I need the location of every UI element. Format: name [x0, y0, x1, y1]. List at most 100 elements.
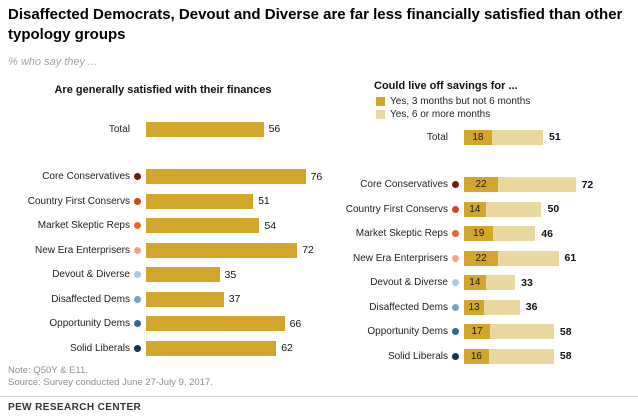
category-label: Solid Liberals: [69, 342, 130, 354]
bar-segment-3-6-months: 22: [464, 250, 499, 266]
note-text: Note: Q50Y & E11.: [8, 365, 88, 376]
total-value-label: 33: [521, 276, 533, 289]
value-label: 56: [268, 123, 281, 136]
value-label: 35: [224, 268, 237, 281]
category-label: Market Skeptic Reps: [37, 220, 130, 232]
bar-segment-6-plus-months: [498, 177, 576, 193]
satisfied-bar: [146, 316, 285, 332]
legend-item-6-plus-months: Yes, 6 or more months: [376, 108, 634, 121]
legend-label: Yes, 6 or more months: [390, 109, 491, 120]
right-chart-row: Opportunity Dems 17 58: [334, 320, 634, 345]
satisfied-bar: [146, 121, 264, 137]
right-chart-row: Disaffected Dems 13 36: [334, 295, 634, 320]
bar-segment-6-plus-months: [493, 226, 536, 242]
right-chart-header: Could live off savings for ...: [374, 80, 518, 92]
right-chart-row: Total 18 51: [334, 125, 634, 150]
bar-segment-6-plus-months: [485, 201, 542, 217]
category-label: Country First Conservs: [27, 195, 130, 207]
right-chart-row: Market Skeptic Reps 19 46: [334, 222, 634, 247]
bar-area: 66: [146, 316, 301, 332]
category-dot: [134, 271, 141, 279]
bar-segment-6-plus-months: [488, 348, 554, 364]
category-dot: [452, 230, 459, 238]
stacked-bar: 22 72: [464, 177, 593, 193]
legend: Yes, 3 months but not 6 months Yes, 6 or…: [334, 95, 634, 121]
category-label: Opportunity Dems: [49, 318, 130, 330]
total-value-label: 50: [547, 203, 560, 216]
category-dot: [134, 173, 141, 181]
bar-segment-6-plus-months: [490, 324, 554, 340]
satisfied-bar: [146, 291, 224, 307]
satisfied-bar: [146, 218, 260, 234]
footer-brand: PEW RESEARCH CENTER: [8, 402, 142, 413]
bar-segment-3-6-months: 18: [464, 129, 492, 145]
right-chart-row: Solid Liberals 16 58: [334, 344, 634, 369]
category-label: Core Conservatives: [42, 171, 130, 183]
bar-segment-6-plus-months: [491, 129, 544, 145]
satisfied-bar: [146, 340, 277, 356]
bar-area: 56: [146, 121, 281, 137]
bar-area: 51: [146, 193, 270, 209]
left-chart-row: Opportunity Dems 66: [8, 312, 334, 337]
source-text: Source: Survey conducted June 27-July 9,…: [8, 377, 213, 388]
bar-segment-3-6-months: 19: [464, 226, 494, 242]
legend-swatch-light-tan: [376, 110, 385, 119]
bar-area: 72: [146, 242, 314, 258]
left-chart-row: Disaffected Dems 37: [8, 287, 334, 312]
category-label: Solid Liberals: [387, 350, 448, 362]
right-chart-rows: Total 18 51 Core Conservatives 22 72 Cou…: [334, 125, 634, 369]
bar-area: 35: [146, 267, 237, 283]
bar-area: 54: [146, 218, 277, 234]
category-dot: [134, 320, 141, 328]
category-label: Total: [426, 131, 448, 143]
right-chart-row: Core Conservatives 22 72: [334, 173, 634, 198]
category-label: Total: [108, 123, 130, 135]
stacked-bar: 16 58: [464, 348, 572, 364]
value-label: 37: [228, 293, 241, 306]
category-label: Devout & Diverse: [52, 269, 130, 281]
right-chart-row: Country First Conservs 14 50: [334, 197, 634, 222]
category-dot: [452, 181, 459, 189]
category-label: Country First Conservs: [345, 203, 448, 215]
left-chart-rows: Total 56 Core Conservatives 76 Country F…: [8, 117, 334, 361]
left-chart-row: New Era Enterprisers 72: [8, 238, 334, 263]
total-value-label: 46: [541, 227, 553, 240]
bar-segment-3-6-months: 14: [464, 201, 486, 217]
bar-segment-6-plus-months: [498, 250, 559, 266]
left-chart-row: Core Conservatives 76: [8, 165, 334, 190]
category-label: Disaffected Dems: [369, 301, 448, 313]
category-dot: [134, 344, 141, 352]
stacked-bar: 14 50: [464, 201, 560, 217]
bar-segment-6-plus-months: [485, 275, 516, 291]
legend-label: Yes, 3 months but not 6 months: [390, 96, 531, 107]
bar-segment-3-6-months: 14: [464, 275, 486, 291]
category-label: New Era Enterprisers: [352, 252, 448, 264]
value-label: 51: [258, 195, 270, 208]
left-chart-row: Solid Liberals 62: [8, 336, 334, 361]
footer-divider: [0, 396, 638, 397]
total-value-label: 58: [559, 325, 572, 338]
total-value-label: 51: [549, 131, 561, 144]
category-dot: [134, 295, 141, 303]
value-label: 54: [264, 219, 277, 232]
value-label: 76: [310, 170, 323, 183]
total-value-label: 58: [559, 350, 572, 363]
bar-area: 62: [146, 340, 293, 356]
bar-segment-3-6-months: 22: [464, 177, 499, 193]
satisfied-bar: [146, 193, 254, 209]
category-dot: [452, 279, 459, 287]
legend-item-3-6-months: Yes, 3 months but not 6 months: [376, 95, 634, 108]
value-label: 72: [302, 244, 314, 257]
left-chart: Are generally satisfied with their finan…: [8, 84, 334, 361]
left-chart-row: Country First Conservs 51: [8, 189, 334, 214]
category-label: Devout & Diverse: [370, 277, 448, 289]
category-dot: [134, 197, 141, 205]
bar-segment-3-6-months: 17: [464, 324, 491, 340]
satisfied-bar: [146, 267, 220, 283]
legend-swatch-dark-gold: [376, 97, 385, 106]
category-label: New Era Enterprisers: [34, 244, 130, 256]
total-value-label: 36: [525, 301, 538, 314]
left-chart-row: Market Skeptic Reps 54: [8, 214, 334, 239]
right-chart-row: Devout & Diverse 14 33: [334, 271, 634, 296]
bar-area: 76: [146, 169, 323, 185]
